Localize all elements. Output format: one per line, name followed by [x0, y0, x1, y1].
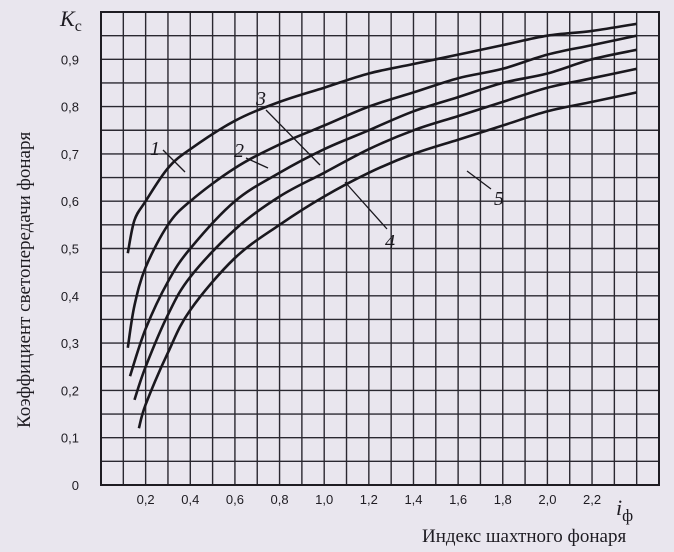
y-tick-label: 0,2	[61, 383, 79, 398]
y-tick-label: 0,3	[61, 336, 79, 351]
curve-3-label: 3	[255, 88, 266, 110]
y-tick-label: 0,7	[61, 147, 79, 162]
curve-5	[137, 91, 637, 429]
y-tick-label: 0	[72, 478, 79, 493]
curve-1-label: 1	[150, 138, 160, 160]
x-tick-label: 2,2	[583, 492, 601, 507]
x-tick-label: 0,8	[271, 492, 289, 507]
x-tick-label: 0,4	[181, 492, 199, 507]
curve-1	[126, 22, 637, 254]
x-tick-label: 1,2	[360, 492, 378, 507]
y-tick-label: 0,8	[61, 100, 79, 115]
x-tick-label: 1,8	[494, 492, 512, 507]
x-axis-symbol: iф	[616, 495, 633, 525]
y-axis-title: Коэффициент светопередачи фонаря	[14, 132, 35, 428]
curve-4-label: 4	[385, 231, 395, 253]
curve-5-label: 5	[494, 188, 504, 210]
grid	[100, 11, 660, 486]
x-tick-label: 2,0	[538, 492, 556, 507]
curve-5-leader	[466, 170, 492, 190]
x-tick-label: 1,4	[404, 492, 422, 507]
x-tick-label: 1,6	[449, 492, 467, 507]
curve-4-leader	[344, 181, 388, 230]
y-tick-label: 0,6	[61, 194, 79, 209]
y-tick-label: 0,5	[61, 242, 79, 257]
curve-3-leader	[265, 109, 321, 166]
curve-4	[133, 67, 637, 401]
y-tick-label: 0,4	[61, 289, 79, 304]
y-tick-label: 0,9	[61, 52, 79, 67]
x-tick-label: 1,0	[315, 492, 333, 507]
curve-2-leader	[245, 157, 269, 169]
curve-3	[128, 48, 637, 377]
x-axis-title: Индекс шахтного фонаря	[422, 526, 626, 547]
y-tick-label: 0,1	[61, 431, 79, 446]
x-tick-label: 0,2	[137, 492, 155, 507]
curve-labels: 1 2 3 4 5	[150, 88, 504, 253]
curve-2-label: 2	[234, 140, 244, 162]
tick-labels: 0,2 0,4 0,6 0,8 1,0 1,2 1,4 1,6 1,8 2,0 2,2 0 0,1 0,2…	[61, 52, 601, 507]
plot-frame	[100, 11, 660, 486]
y-axis-symbol: Kс	[59, 6, 82, 35]
curves	[126, 22, 637, 429]
curve-2	[126, 34, 637, 348]
x-tick-label: 0,6	[226, 492, 244, 507]
curve-1-leader	[162, 149, 186, 173]
